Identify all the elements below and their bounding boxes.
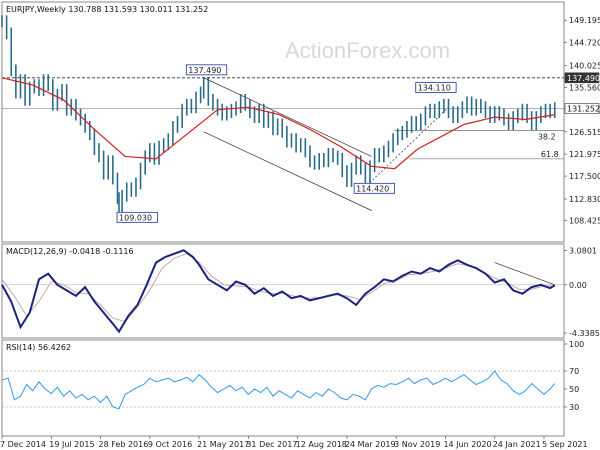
fib-label-38: 38.2 [538,132,556,141]
macd-y-tick-label: -4.3385 [569,329,600,338]
rsi-y-tick-label: 100 [569,340,584,349]
x-tick-label: 21 May 2017 [197,440,249,449]
x-tick-label: 24 Jan 2021 [493,440,541,449]
resistance-price-tag-box [564,72,600,84]
annotation-label: 134.110 [418,84,451,93]
price-annotation: 114.420 [353,182,395,194]
annotation-label: 109.030 [119,213,152,222]
price-y-tick-label: 135.560 [569,83,600,92]
price-annotation: 109.030 [116,211,158,223]
price-annotation: 134.110 [415,82,457,93]
macd-header: MACD(12,26,9) -0.0418 -0.1116 [6,247,134,256]
annotation-label: 114.420 [356,184,389,193]
fib-label-62: 61.8 [541,150,559,159]
price-panel-frame [1,1,565,243]
annotation-box [415,82,457,93]
price-y-tick-label: 117.500 [569,172,600,181]
price-y-tick-label: 144.720 [569,38,600,47]
price-header: EURJPY,Weekly 130.788 131.593 130.011 13… [6,5,208,14]
moving-average-line [1,77,555,170]
x-tick-label: 3 Nov 2019 [394,440,440,449]
x-tick-label: 7 Dec 2014 [0,440,46,449]
rsi-header: RSI(14) 56.4262 [6,343,71,352]
macd-trend-line [494,262,555,286]
price-y-tick-label: 126.515 [569,128,600,137]
annotation-box [353,182,395,194]
channel-lower-line [203,131,372,211]
x-tick-label: 24 Mar 2019 [345,440,396,449]
watermark: ActionForex.com [285,38,450,63]
macd-layer [1,249,564,334]
current-price-tag-box [564,103,600,114]
annotation-box [116,211,158,223]
price-annotation: 137.490 [185,64,228,76]
rsi-y-tick-label: 70 [569,367,579,376]
annotation-label: 137.490 [188,66,221,75]
rsi-y-tick-label: 30 [569,403,579,412]
x-tick-label: 19 Jul 2015 [49,440,94,449]
rsi-panel-frame [1,339,565,437]
rsi-y-tick-label: 50 [569,385,579,394]
macd-y-tick-label: 3.0801 [569,247,597,256]
x-tick-label: 12 Aug 2018 [296,440,347,449]
x-tick-label: 31 Dec 2017 [246,440,297,449]
macd-line [1,249,556,334]
macd-y-tick-label: 0.00 [569,281,587,290]
uptrend-line [363,106,449,189]
price-y-tick-label: 149.195 [569,16,600,25]
macd-panel-frame [1,243,565,339]
price-y-tick-label: 112.830 [569,195,600,204]
x-tick-label: 9 Oct 2016 [148,440,192,449]
annotation-box [185,64,228,76]
axis-layer: 149.195144.720140.025135.560131.090126.5… [0,16,600,449]
current-price-tag: 131.252 [567,104,600,113]
price-y-tick-label: 108.425 [569,217,600,226]
x-tick-label: 5 Sep 2021 [542,440,588,449]
resistance-price-tag: 137.490 [567,74,600,83]
x-tick-label: 14 Jun 2020 [443,440,491,449]
price-y-tick-label: 140.025 [569,61,600,70]
price-layer: 137.490 134.110 114.420 109.030 38.2 61.8 [1,15,564,223]
x-tick-label: 28 Feb 2016 [99,440,149,449]
price-y-tick-label: 121.975 [569,150,600,159]
rsi-line [1,370,556,410]
channel-upper-line [203,77,372,157]
rsi-layer [1,370,564,410]
